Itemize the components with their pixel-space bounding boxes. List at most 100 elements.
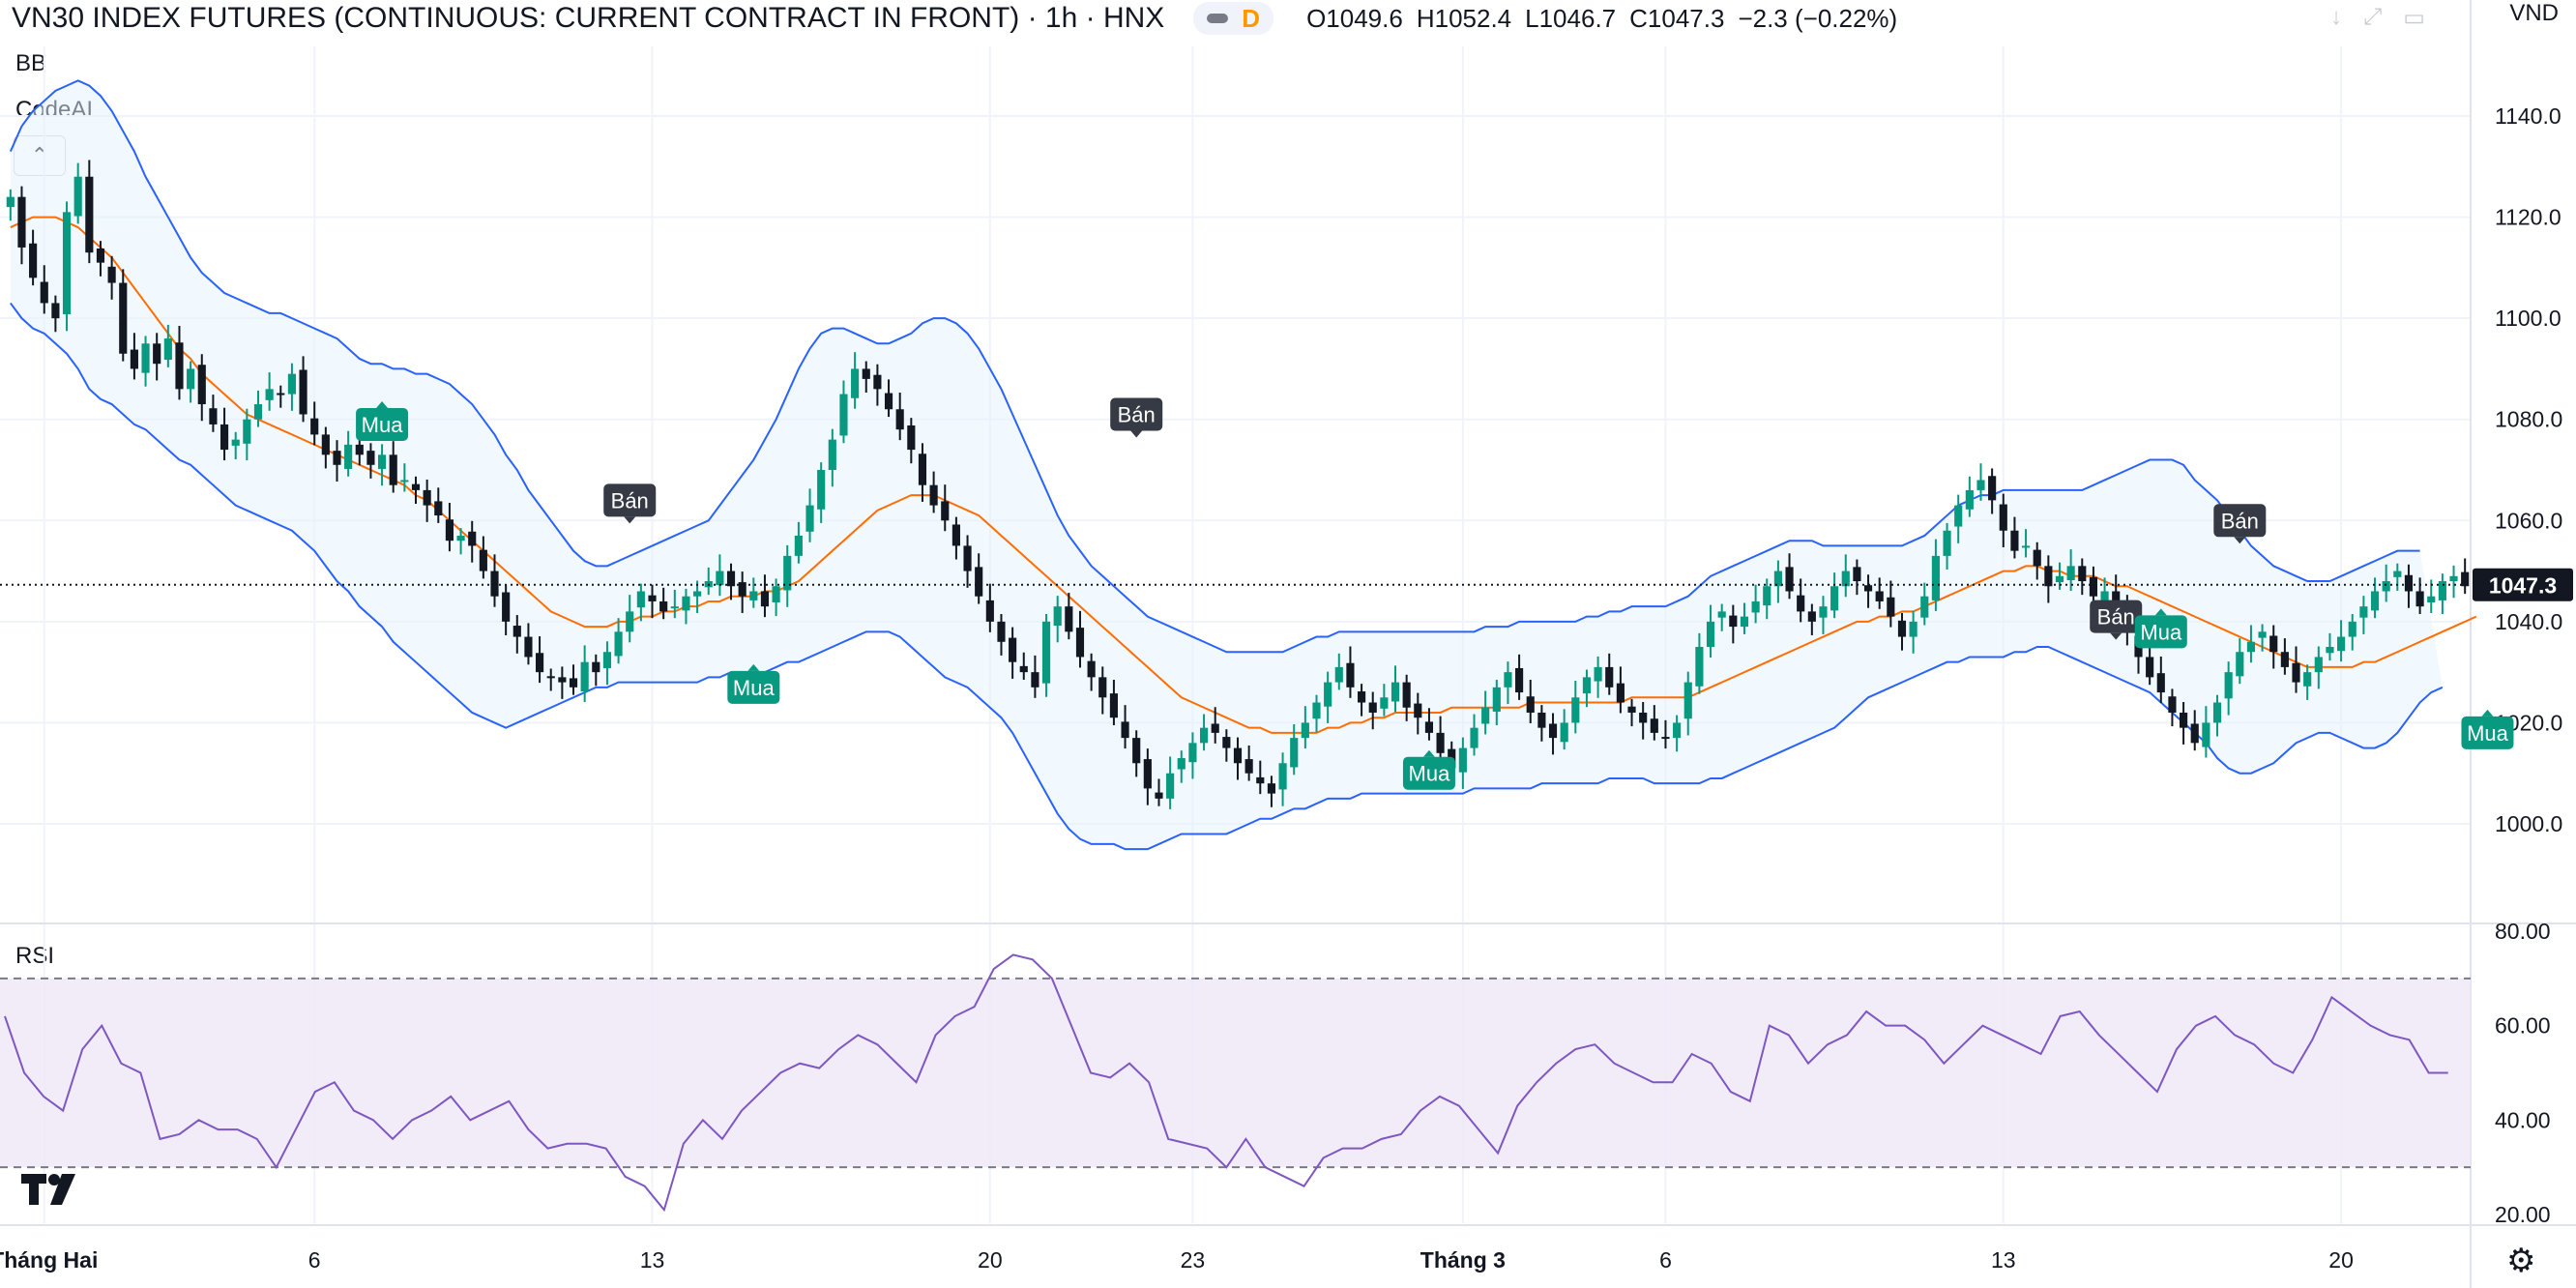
sell-signal[interactable]: Bán bbox=[1110, 397, 1163, 438]
buy-signal[interactable]: Mua bbox=[727, 663, 780, 704]
open-value: O1049.6 bbox=[1306, 3, 1403, 33]
buy-signal[interactable]: Mua bbox=[2134, 608, 2187, 649]
candle bbox=[321, 426, 330, 469]
candle bbox=[1875, 577, 1884, 609]
candle bbox=[1470, 714, 1478, 756]
candle-body bbox=[614, 631, 623, 657]
candle bbox=[1390, 665, 1400, 713]
market-closed-icon bbox=[1207, 14, 1229, 23]
candle bbox=[2010, 516, 2019, 559]
candle-body bbox=[1875, 591, 1884, 601]
candle-body bbox=[73, 176, 82, 217]
candle bbox=[1976, 463, 1985, 501]
candle-body bbox=[209, 408, 218, 424]
candle-body bbox=[1571, 697, 1580, 723]
candle-body bbox=[1402, 682, 1411, 708]
candle-body bbox=[1650, 718, 1658, 733]
candle-body bbox=[2190, 723, 2199, 744]
candle-body bbox=[1278, 763, 1287, 790]
candle bbox=[693, 580, 702, 613]
arrow-down-icon[interactable]: ↓ bbox=[2330, 4, 2342, 30]
candle bbox=[1582, 669, 1592, 708]
candle bbox=[1706, 604, 1715, 658]
candle-body bbox=[2292, 662, 2300, 683]
candle-body bbox=[1244, 759, 1253, 774]
candle bbox=[2168, 688, 2177, 727]
buy-signal[interactable]: Mua bbox=[356, 400, 409, 441]
candle-body bbox=[1324, 682, 1332, 707]
settings-gear-icon[interactable]: ⚙ bbox=[2506, 1243, 2536, 1279]
candle-body bbox=[941, 501, 950, 521]
candle-body bbox=[2348, 621, 2356, 637]
candle bbox=[884, 379, 893, 418]
maximize-icon[interactable]: ⤢ bbox=[2363, 4, 2383, 30]
indicator-bb[interactable]: BB bbox=[15, 50, 47, 76]
candle bbox=[1988, 468, 1997, 514]
change-value: −2.3 (−0.22%) bbox=[1738, 3, 1898, 33]
candle-body bbox=[1863, 585, 1873, 592]
currency-label[interactable]: VND bbox=[2509, 0, 2559, 26]
candle bbox=[1380, 684, 1389, 717]
candle bbox=[287, 363, 296, 411]
candle bbox=[659, 587, 668, 620]
buy-signal[interactable]: Mua bbox=[2461, 709, 2514, 749]
rsi-tick-label: 60.00 bbox=[2495, 1013, 2551, 1039]
candle-body bbox=[693, 591, 702, 597]
bollinger-lower-line bbox=[10, 302, 2444, 851]
sell-signal[interactable]: Bán bbox=[603, 483, 657, 524]
candle bbox=[1695, 632, 1704, 694]
candle bbox=[1560, 709, 1568, 750]
signal-bg bbox=[2134, 615, 2187, 649]
candle bbox=[197, 354, 206, 422]
candle-body bbox=[1143, 759, 1152, 789]
candle bbox=[1244, 745, 1253, 781]
candle bbox=[918, 443, 927, 502]
candle-body bbox=[1019, 665, 1028, 673]
candle-body bbox=[6, 196, 15, 208]
candle bbox=[1594, 656, 1602, 698]
sell-signal[interactable]: Bán bbox=[2090, 600, 2143, 640]
candle-body bbox=[805, 505, 814, 532]
candle bbox=[2246, 625, 2256, 663]
candle bbox=[907, 418, 916, 464]
candle bbox=[1075, 610, 1085, 668]
candle-body bbox=[1109, 693, 1118, 718]
candle-body bbox=[951, 524, 960, 546]
candle-body bbox=[592, 661, 600, 673]
candle-body bbox=[1887, 597, 1895, 617]
candle bbox=[2280, 638, 2289, 675]
candle-body bbox=[929, 484, 938, 506]
candle-body bbox=[1470, 727, 1478, 748]
candle bbox=[344, 430, 353, 477]
candle bbox=[1605, 653, 1614, 695]
candle bbox=[2236, 638, 2244, 685]
candle-body bbox=[1009, 637, 1017, 662]
candle-body bbox=[2066, 566, 2075, 580]
signal-label: Mua bbox=[2467, 721, 2509, 746]
candle-body bbox=[1222, 737, 1231, 748]
candle bbox=[389, 441, 397, 493]
candle-body bbox=[2404, 574, 2414, 592]
indicator-rsi[interactable]: RSI bbox=[15, 943, 55, 969]
status-pill[interactable]: D bbox=[1193, 2, 1274, 35]
price-tick-label: 1080.0 bbox=[2495, 407, 2562, 432]
candle-body bbox=[636, 591, 645, 608]
candle-body bbox=[1729, 615, 1738, 628]
candle bbox=[1346, 646, 1355, 698]
candle-body bbox=[1988, 476, 1997, 501]
buy-signal[interactable]: Mua bbox=[1402, 749, 1455, 790]
signal-bg bbox=[2461, 716, 2514, 749]
candle-body bbox=[1841, 571, 1850, 587]
candle bbox=[2303, 664, 2312, 700]
time-tick-label: 23 bbox=[1181, 1247, 1206, 1273]
symbol-title[interactable]: VN30 INDEX FUTURES (CONTINUOUS: CURRENT … bbox=[12, 2, 1165, 34]
sell-signal[interactable]: Bán bbox=[2213, 504, 2267, 544]
candle-body bbox=[1807, 611, 1816, 622]
candle-body bbox=[1312, 702, 1321, 719]
candle bbox=[1526, 679, 1535, 723]
candle bbox=[2438, 573, 2446, 615]
fullscreen-icon[interactable]: ▭ bbox=[2403, 5, 2425, 31]
candle bbox=[862, 361, 870, 394]
candle bbox=[1312, 694, 1321, 733]
